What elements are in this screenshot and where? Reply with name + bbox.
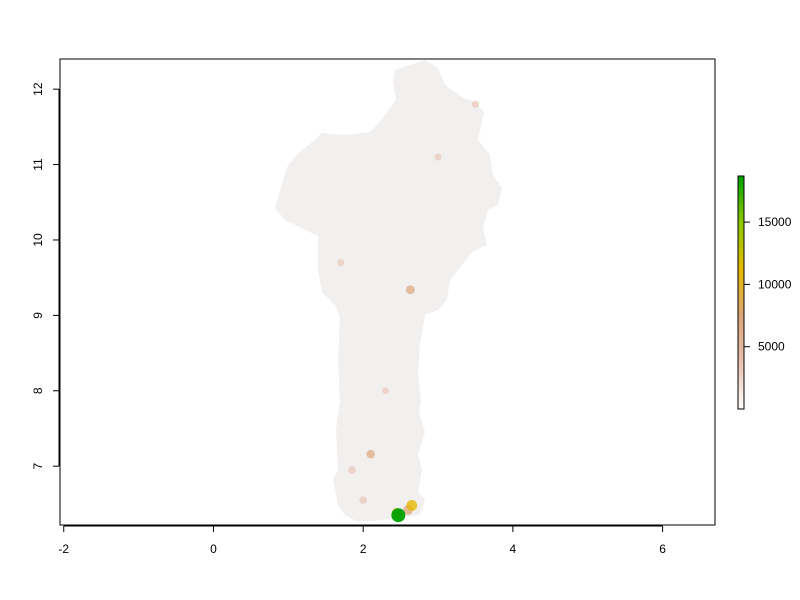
x-tick-label: 0: [210, 542, 217, 556]
x-tick-label: 2: [360, 542, 367, 556]
x-axis: -2 0 2 4 6: [58, 525, 666, 556]
color-legend: 5000 10000 15000: [737, 175, 792, 410]
density-hotspot: [405, 285, 415, 295]
legend-colorbar: [737, 175, 745, 410]
x-tick-label: 6: [659, 542, 666, 556]
y-tick-label: 9: [31, 312, 45, 319]
y-tick-label: 10: [31, 233, 45, 247]
density-hotspot: [391, 508, 406, 523]
density-hotspot: [348, 466, 356, 474]
density-hotspot: [359, 496, 367, 504]
density-hotspot: [366, 449, 375, 459]
country-raster-shape: [275, 60, 502, 522]
y-tick-label: 11: [31, 158, 45, 171]
y-tick-label: 8: [31, 387, 45, 394]
density-hotspot: [434, 153, 442, 161]
legend-tick-label: 10000: [758, 277, 792, 291]
density-hotspot: [406, 499, 418, 511]
map-raster: [275, 60, 502, 523]
density-hotspot: [382, 387, 390, 395]
y-tick-label: 12: [31, 82, 45, 96]
x-tick-label: 4: [510, 542, 517, 556]
plot-frame: [59, 58, 716, 526]
legend-tick-label: 5000: [758, 340, 785, 354]
legend-tick-label: 15000: [758, 215, 792, 229]
x-tick-label: -2: [58, 542, 69, 556]
y-axis: 7 8 9 10 11 12: [31, 82, 60, 470]
density-hotspot: [471, 100, 480, 108]
y-tick-label: 7: [31, 463, 45, 470]
legend-ticks: 5000 10000 15000: [744, 215, 792, 354]
density-hotspot: [337, 259, 345, 267]
